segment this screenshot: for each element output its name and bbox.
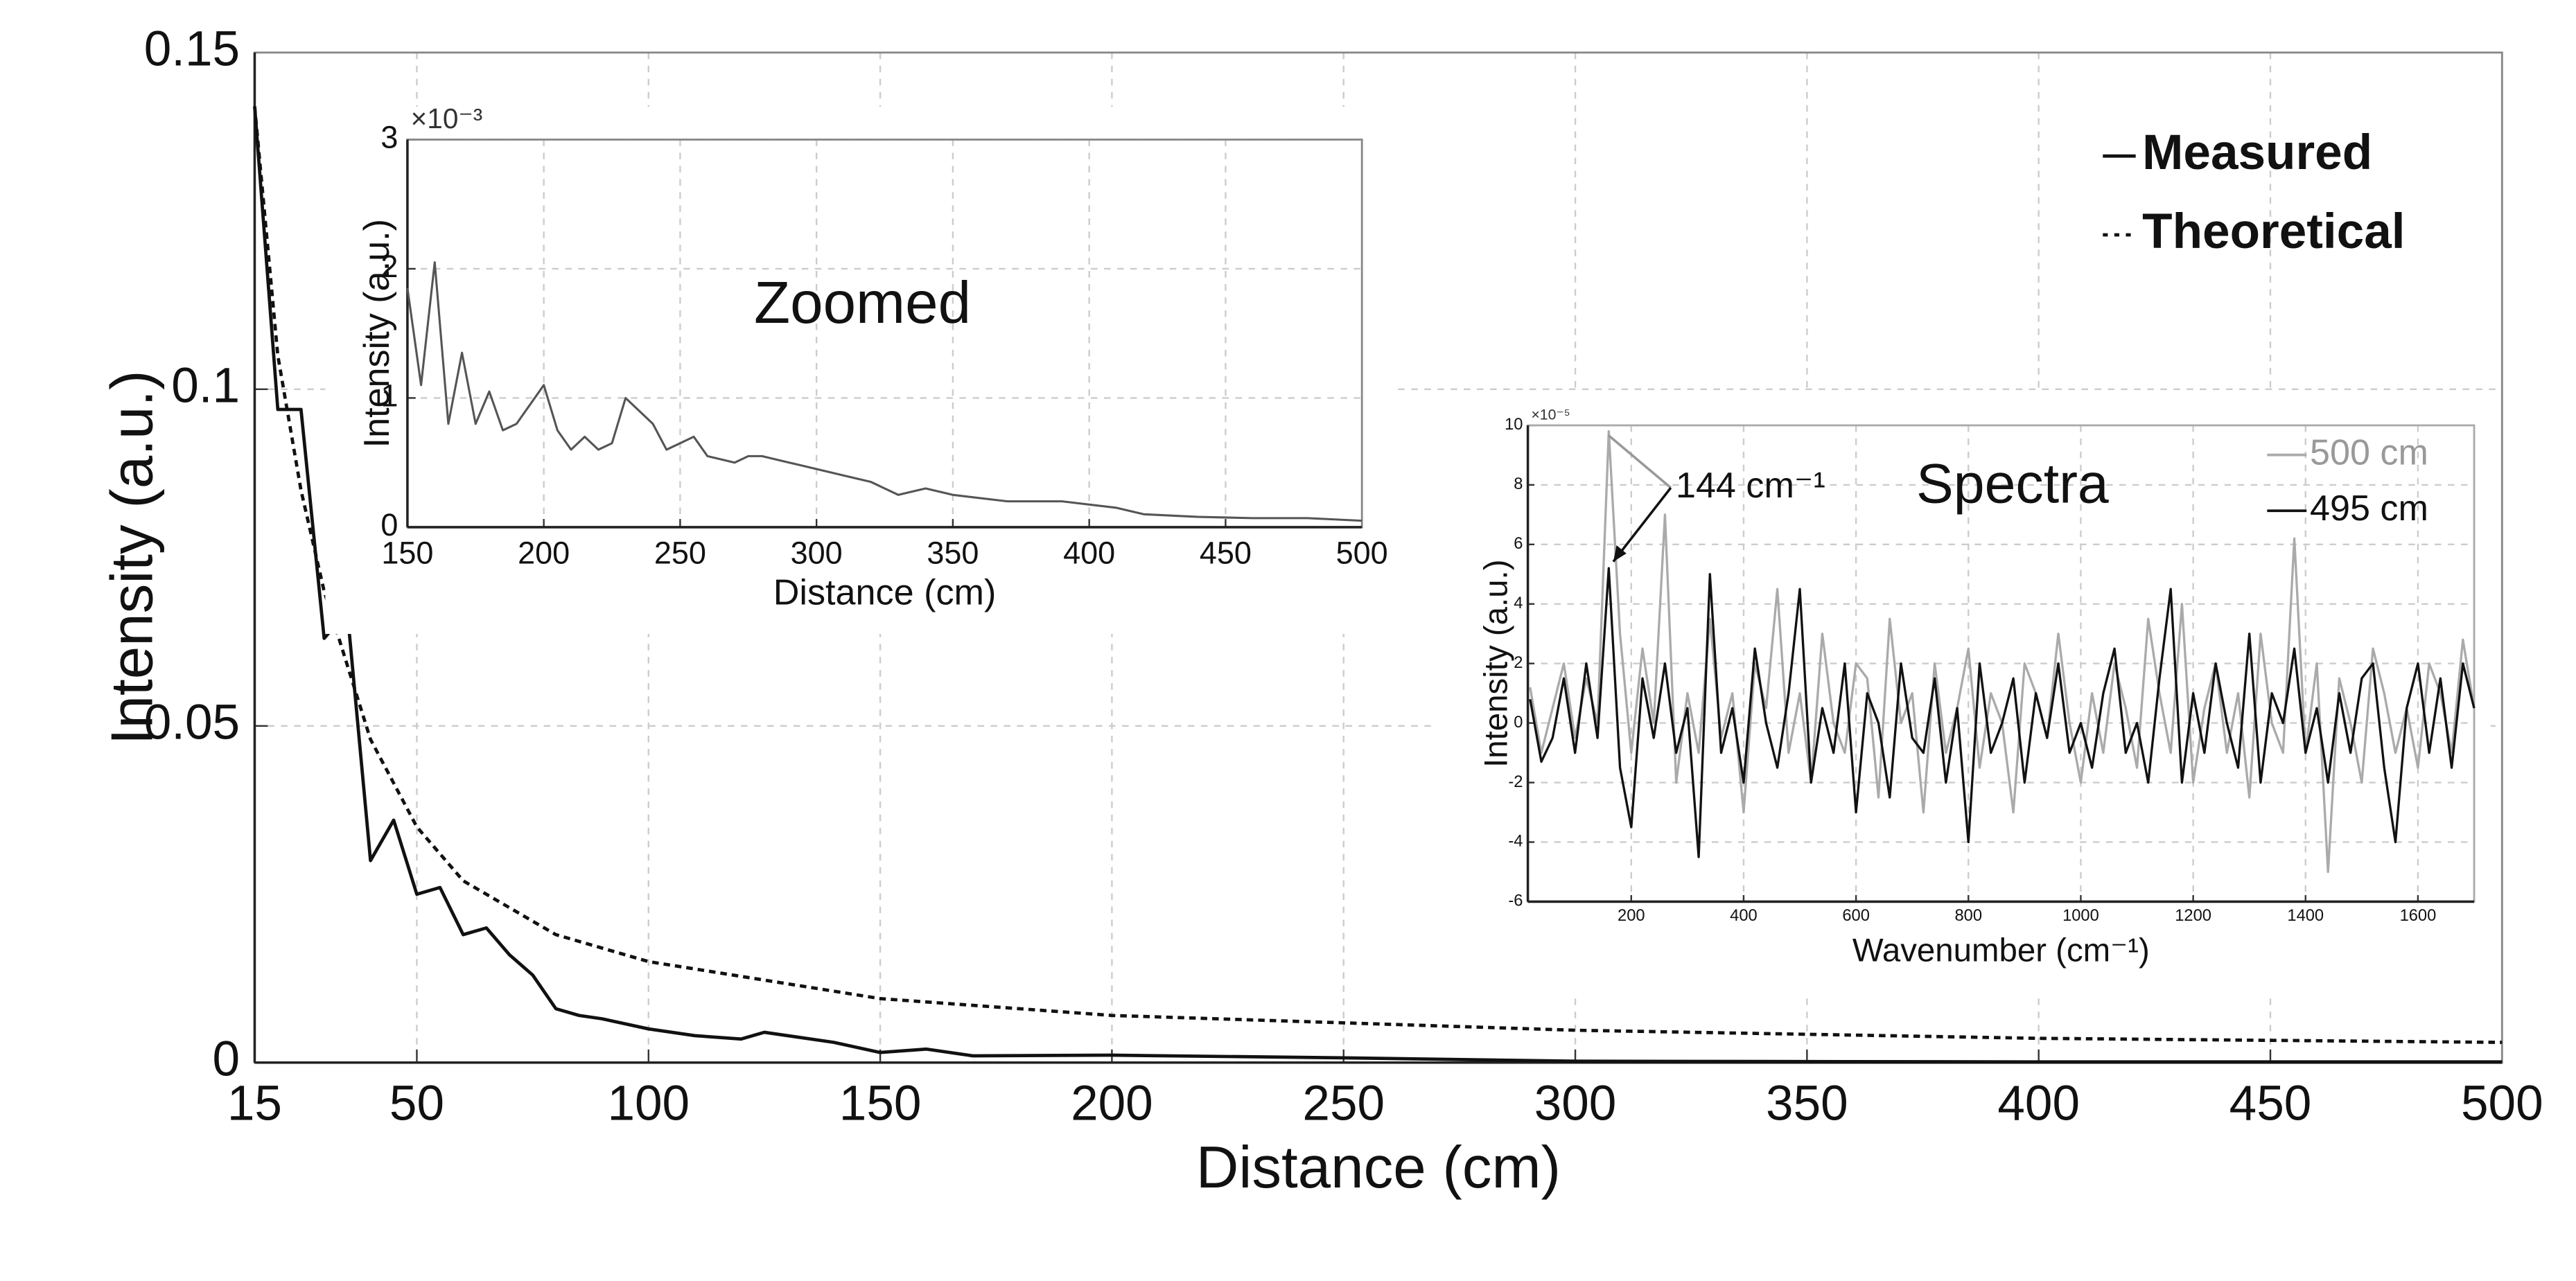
y-tick-label: -4 [1508, 833, 1523, 851]
x-tick-label: 100 [607, 1077, 690, 1131]
x-tick-label: 250 [654, 535, 706, 570]
y-tick-label: 1 [380, 378, 398, 413]
y-axis-label: Intensity (a.u.) [357, 219, 397, 448]
x-tick-label: 400 [1730, 907, 1758, 925]
x-tick-label: 15 [227, 1077, 282, 1131]
x-tick-label: 1600 [2400, 907, 2437, 925]
x-tick-label: 1200 [2175, 907, 2211, 925]
y-tick-label: 0 [1514, 714, 1523, 732]
x-axis-label: Distance (cm) [1196, 1135, 1561, 1201]
x-tick-label: 300 [791, 535, 843, 570]
series-line [1529, 567, 2476, 858]
x-tick-label: 500 [2461, 1077, 2543, 1131]
y-tick-label: 0 [380, 507, 398, 542]
y-tick-label: -2 [1508, 773, 1523, 791]
legend-label: 495 cm [2310, 488, 2428, 529]
x-tick-label: 400 [1063, 535, 1115, 570]
y-tick-label: 0.15 [144, 22, 240, 77]
legend-label: Measured [2142, 125, 2372, 180]
arrow [1612, 486, 1672, 563]
y-tick-label: 2 [1514, 654, 1523, 672]
x-axis-label: Distance (cm) [773, 573, 997, 613]
y-tick-label: 10 [1505, 416, 1523, 434]
y-tick-label: 2 [380, 249, 398, 284]
annotation: Spectra [1916, 452, 2109, 515]
y-tick-label: 0.05 [144, 696, 240, 750]
peak-label: 144 cm⁻¹ [1676, 466, 1825, 506]
x-tick-label: 600 [1842, 907, 1870, 925]
x-tick-label: 500 [1336, 535, 1388, 570]
y-tick-label: 8 [1514, 475, 1523, 493]
series-line [253, 106, 2503, 1064]
x-tick-label: 350 [1766, 1077, 1848, 1131]
legend-label: 500 cm [2310, 432, 2428, 472]
y-tick-label: 6 [1514, 535, 1523, 553]
series-line [406, 261, 1363, 522]
x-tick-label: 800 [1955, 907, 1983, 925]
y-tick-label: 4 [1514, 594, 1523, 612]
y-tick-label: 0.1 [171, 359, 240, 414]
plot-area [407, 139, 1363, 527]
annotation: Zoomed [754, 270, 971, 336]
x-tick-label: 450 [1200, 535, 1252, 570]
legend-label: Theoretical [2142, 204, 2405, 259]
x-tick-label: 150 [381, 535, 433, 570]
y-tick-label: -6 [1508, 892, 1523, 910]
x-axis-label: Wavenumber (cm⁻¹) [1852, 932, 2150, 969]
x-tick-label: 350 [927, 535, 979, 570]
arrow-head [1613, 545, 1627, 562]
arrow [1607, 434, 1672, 489]
x-tick-label: 200 [1071, 1077, 1153, 1131]
x-tick-label: 450 [2229, 1077, 2312, 1131]
x-tick-label: 150 [839, 1077, 922, 1131]
x-tick-label: 50 [389, 1077, 444, 1131]
x-tick-label: 400 [1997, 1077, 2080, 1131]
x-tick-label: 200 [1618, 907, 1645, 925]
x-tick-label: 300 [1534, 1077, 1617, 1131]
y-tick-label: 0 [213, 1032, 240, 1087]
x-tick-label: 200 [518, 535, 570, 570]
x-tick-label: 250 [1302, 1077, 1385, 1131]
x-tick-label: 1000 [2062, 907, 2099, 925]
y-axis-label: Intensity (a.u.) [99, 370, 165, 745]
x-tick-label: 1400 [2287, 907, 2324, 925]
y-multiplier: ×10⁻⁵ [1531, 406, 1570, 423]
y-axis-label: Intensity (a.u.) [1478, 559, 1514, 767]
y-tick-label: 3 [380, 119, 398, 154]
series-line [253, 106, 2503, 1044]
y-multiplier: ×10⁻³ [411, 103, 483, 134]
